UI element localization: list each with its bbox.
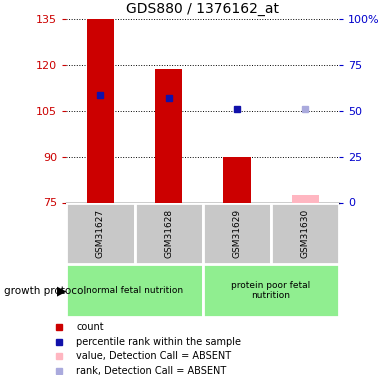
Bar — [203, 202, 271, 264]
Text: GSM31630: GSM31630 — [301, 209, 310, 258]
Text: count: count — [76, 322, 104, 332]
Text: growth protocol: growth protocol — [4, 286, 86, 296]
Text: rank, Detection Call = ABSENT: rank, Detection Call = ABSENT — [76, 366, 226, 375]
Bar — [203, 264, 339, 317]
Bar — [66, 264, 203, 317]
Text: GSM31629: GSM31629 — [232, 209, 241, 258]
Title: GDS880 / 1376162_at: GDS880 / 1376162_at — [126, 2, 279, 16]
Bar — [135, 202, 203, 264]
Text: value, Detection Call = ABSENT: value, Detection Call = ABSENT — [76, 351, 231, 361]
Text: GSM31628: GSM31628 — [164, 209, 173, 258]
Text: percentile rank within the sample: percentile rank within the sample — [76, 337, 241, 346]
Text: GSM31627: GSM31627 — [96, 209, 105, 258]
Bar — [223, 157, 251, 203]
Bar — [155, 69, 182, 202]
Bar — [291, 195, 319, 202]
Bar — [66, 202, 135, 264]
Bar — [87, 19, 114, 203]
Text: ▶: ▶ — [57, 284, 66, 297]
Text: protein poor fetal
nutrition: protein poor fetal nutrition — [231, 281, 311, 300]
Text: normal fetal nutrition: normal fetal nutrition — [86, 286, 183, 295]
Bar — [271, 202, 339, 264]
